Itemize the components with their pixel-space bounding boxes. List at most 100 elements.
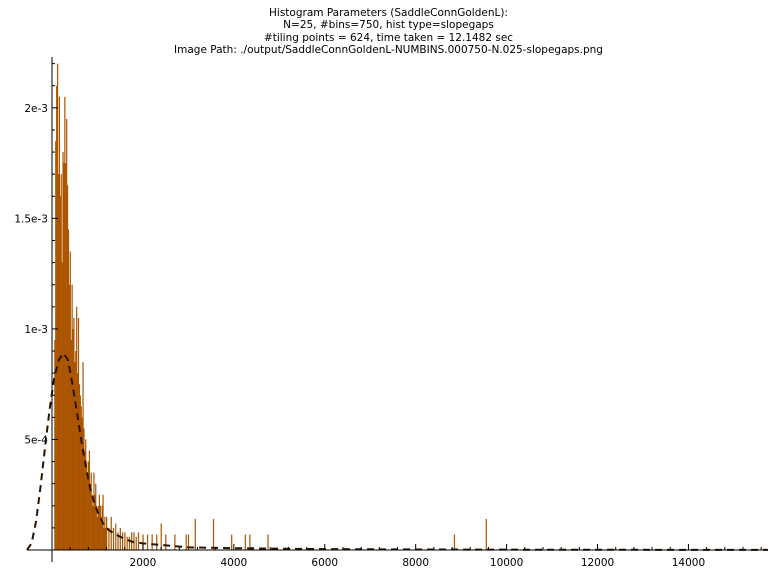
fitted-curve-layer — [26, 351, 769, 551]
histogram-bar — [137, 532, 140, 550]
histogram-bar — [71, 284, 73, 550]
histogram-bar — [57, 174, 60, 550]
title-line-2: N=25, #bins=750, hist type=slopegaps — [283, 19, 494, 32]
histogram-bar — [66, 118, 68, 551]
histogram-bar — [126, 536, 128, 550]
histogram-bar — [58, 96, 60, 550]
histogram-bar — [77, 317, 80, 550]
histogram-bar — [97, 505, 100, 550]
histogram-bar — [185, 534, 187, 550]
histogram-bar — [115, 523, 117, 550]
histogram-bar — [104, 516, 106, 550]
y-tick-label: 1.5e-3 — [14, 213, 48, 225]
histogram-bar — [86, 461, 88, 550]
x-tick-label: 12000 — [581, 557, 614, 569]
histogram-bar — [151, 534, 153, 550]
histogram-bar — [82, 362, 84, 550]
x-axis-ticks: 2000 4000 6000 8000 10000 12000 14000 — [69, 544, 762, 569]
histogram-bar — [244, 534, 246, 550]
histogram-bar — [98, 494, 101, 550]
histogram-bar — [96, 505, 98, 550]
histogram-bar — [91, 494, 93, 550]
histogram-bar — [80, 406, 82, 550]
histogram-bar — [66, 185, 69, 550]
histogram-bar — [93, 472, 95, 550]
histogram-bar — [73, 317, 75, 550]
histogram-bar — [267, 534, 269, 550]
title-line-1: Histogram Parameters (SaddleConnGoldenL)… — [269, 7, 508, 19]
histogram-bar — [92, 505, 94, 550]
histogram-bar — [231, 534, 233, 550]
histogram-bar — [88, 450, 91, 550]
x-tick-label: 14000 — [672, 557, 705, 569]
histogram-bar — [68, 284, 71, 550]
histogram-bar — [112, 527, 115, 550]
histogram-bar — [174, 534, 176, 550]
histogram-bar — [75, 351, 77, 550]
histogram-bar — [110, 516, 112, 550]
histogram-bar — [62, 152, 64, 550]
histogram-bar — [74, 362, 76, 550]
histogram-bar — [135, 536, 137, 550]
histogram-bar — [72, 328, 74, 550]
histogram-bar — [108, 527, 110, 550]
histogram-bar — [76, 373, 79, 550]
title-line-3: #tiling points = 624, time taken = 12.14… — [263, 31, 514, 44]
histogram-bar — [64, 96, 66, 550]
histogram-bar — [105, 527, 107, 550]
histogram-bar — [83, 428, 85, 550]
y-axis-ticks: 5e-4 1e-3 1.5e-3 2e-3 — [14, 63, 59, 529]
title-line-4: Image Path: ./output/SaddleConnGoldenL-N… — [174, 44, 603, 57]
histogram-bar — [142, 534, 144, 550]
x-tick-label: 2000 — [130, 557, 157, 569]
histogram-bar — [453, 534, 456, 550]
x-tick-label: 4000 — [220, 557, 247, 569]
histogram-bar — [79, 395, 81, 550]
histogram-bar — [101, 505, 103, 550]
histogram-bar — [187, 534, 190, 550]
histogram-bar — [212, 519, 215, 550]
histogram-bar — [55, 141, 57, 550]
histogram-bar — [99, 505, 101, 550]
x-tick-label: 8000 — [402, 557, 429, 569]
histogram-bar — [76, 306, 78, 550]
y-tick-label: 5e-4 — [24, 434, 48, 446]
histogram-bar — [54, 339, 56, 550]
histogram-bar — [61, 262, 63, 550]
histogram-bar — [165, 534, 167, 550]
histogram-bars — [54, 63, 487, 551]
histogram-bar — [106, 516, 108, 550]
histogram-bar — [70, 339, 72, 550]
histogram-bar — [63, 163, 65, 551]
histogram-bar — [133, 532, 135, 550]
chart-title: Histogram Parameters (SaddleConnGoldenL)… — [0, 7, 777, 57]
histogram-bar — [95, 483, 97, 550]
histogram-bar — [89, 483, 91, 550]
histogram-bar — [103, 527, 105, 550]
histogram-bar — [249, 534, 251, 550]
histogram-bar — [84, 450, 86, 550]
histogram-bar — [485, 519, 487, 550]
y-tick-label: 1e-3 — [24, 324, 48, 336]
histogram-bar — [121, 532, 124, 550]
histogram-bar — [69, 251, 71, 550]
histogram-bar — [117, 532, 119, 550]
histogram-bar — [56, 85, 58, 550]
histogram-bar — [78, 384, 81, 550]
histogram-bar — [96, 516, 99, 550]
histogram-bar — [124, 532, 126, 550]
histogram-bar — [194, 519, 196, 550]
histogram-bar — [128, 536, 131, 550]
x-tick-label: 10000 — [490, 557, 523, 569]
histogram-bar — [160, 523, 162, 550]
histogram-bar — [59, 196, 61, 551]
histogram-bar — [67, 229, 70, 551]
histogram-bar — [81, 417, 83, 550]
histogram-bar — [119, 527, 121, 550]
histogram-bar — [85, 439, 87, 550]
x-tick-label: 6000 — [311, 557, 338, 569]
histogram-bar — [87, 461, 90, 550]
y-tick-label: 2e-3 — [24, 103, 48, 115]
histogram-bar — [94, 494, 96, 550]
fitted-curve — [26, 351, 769, 551]
